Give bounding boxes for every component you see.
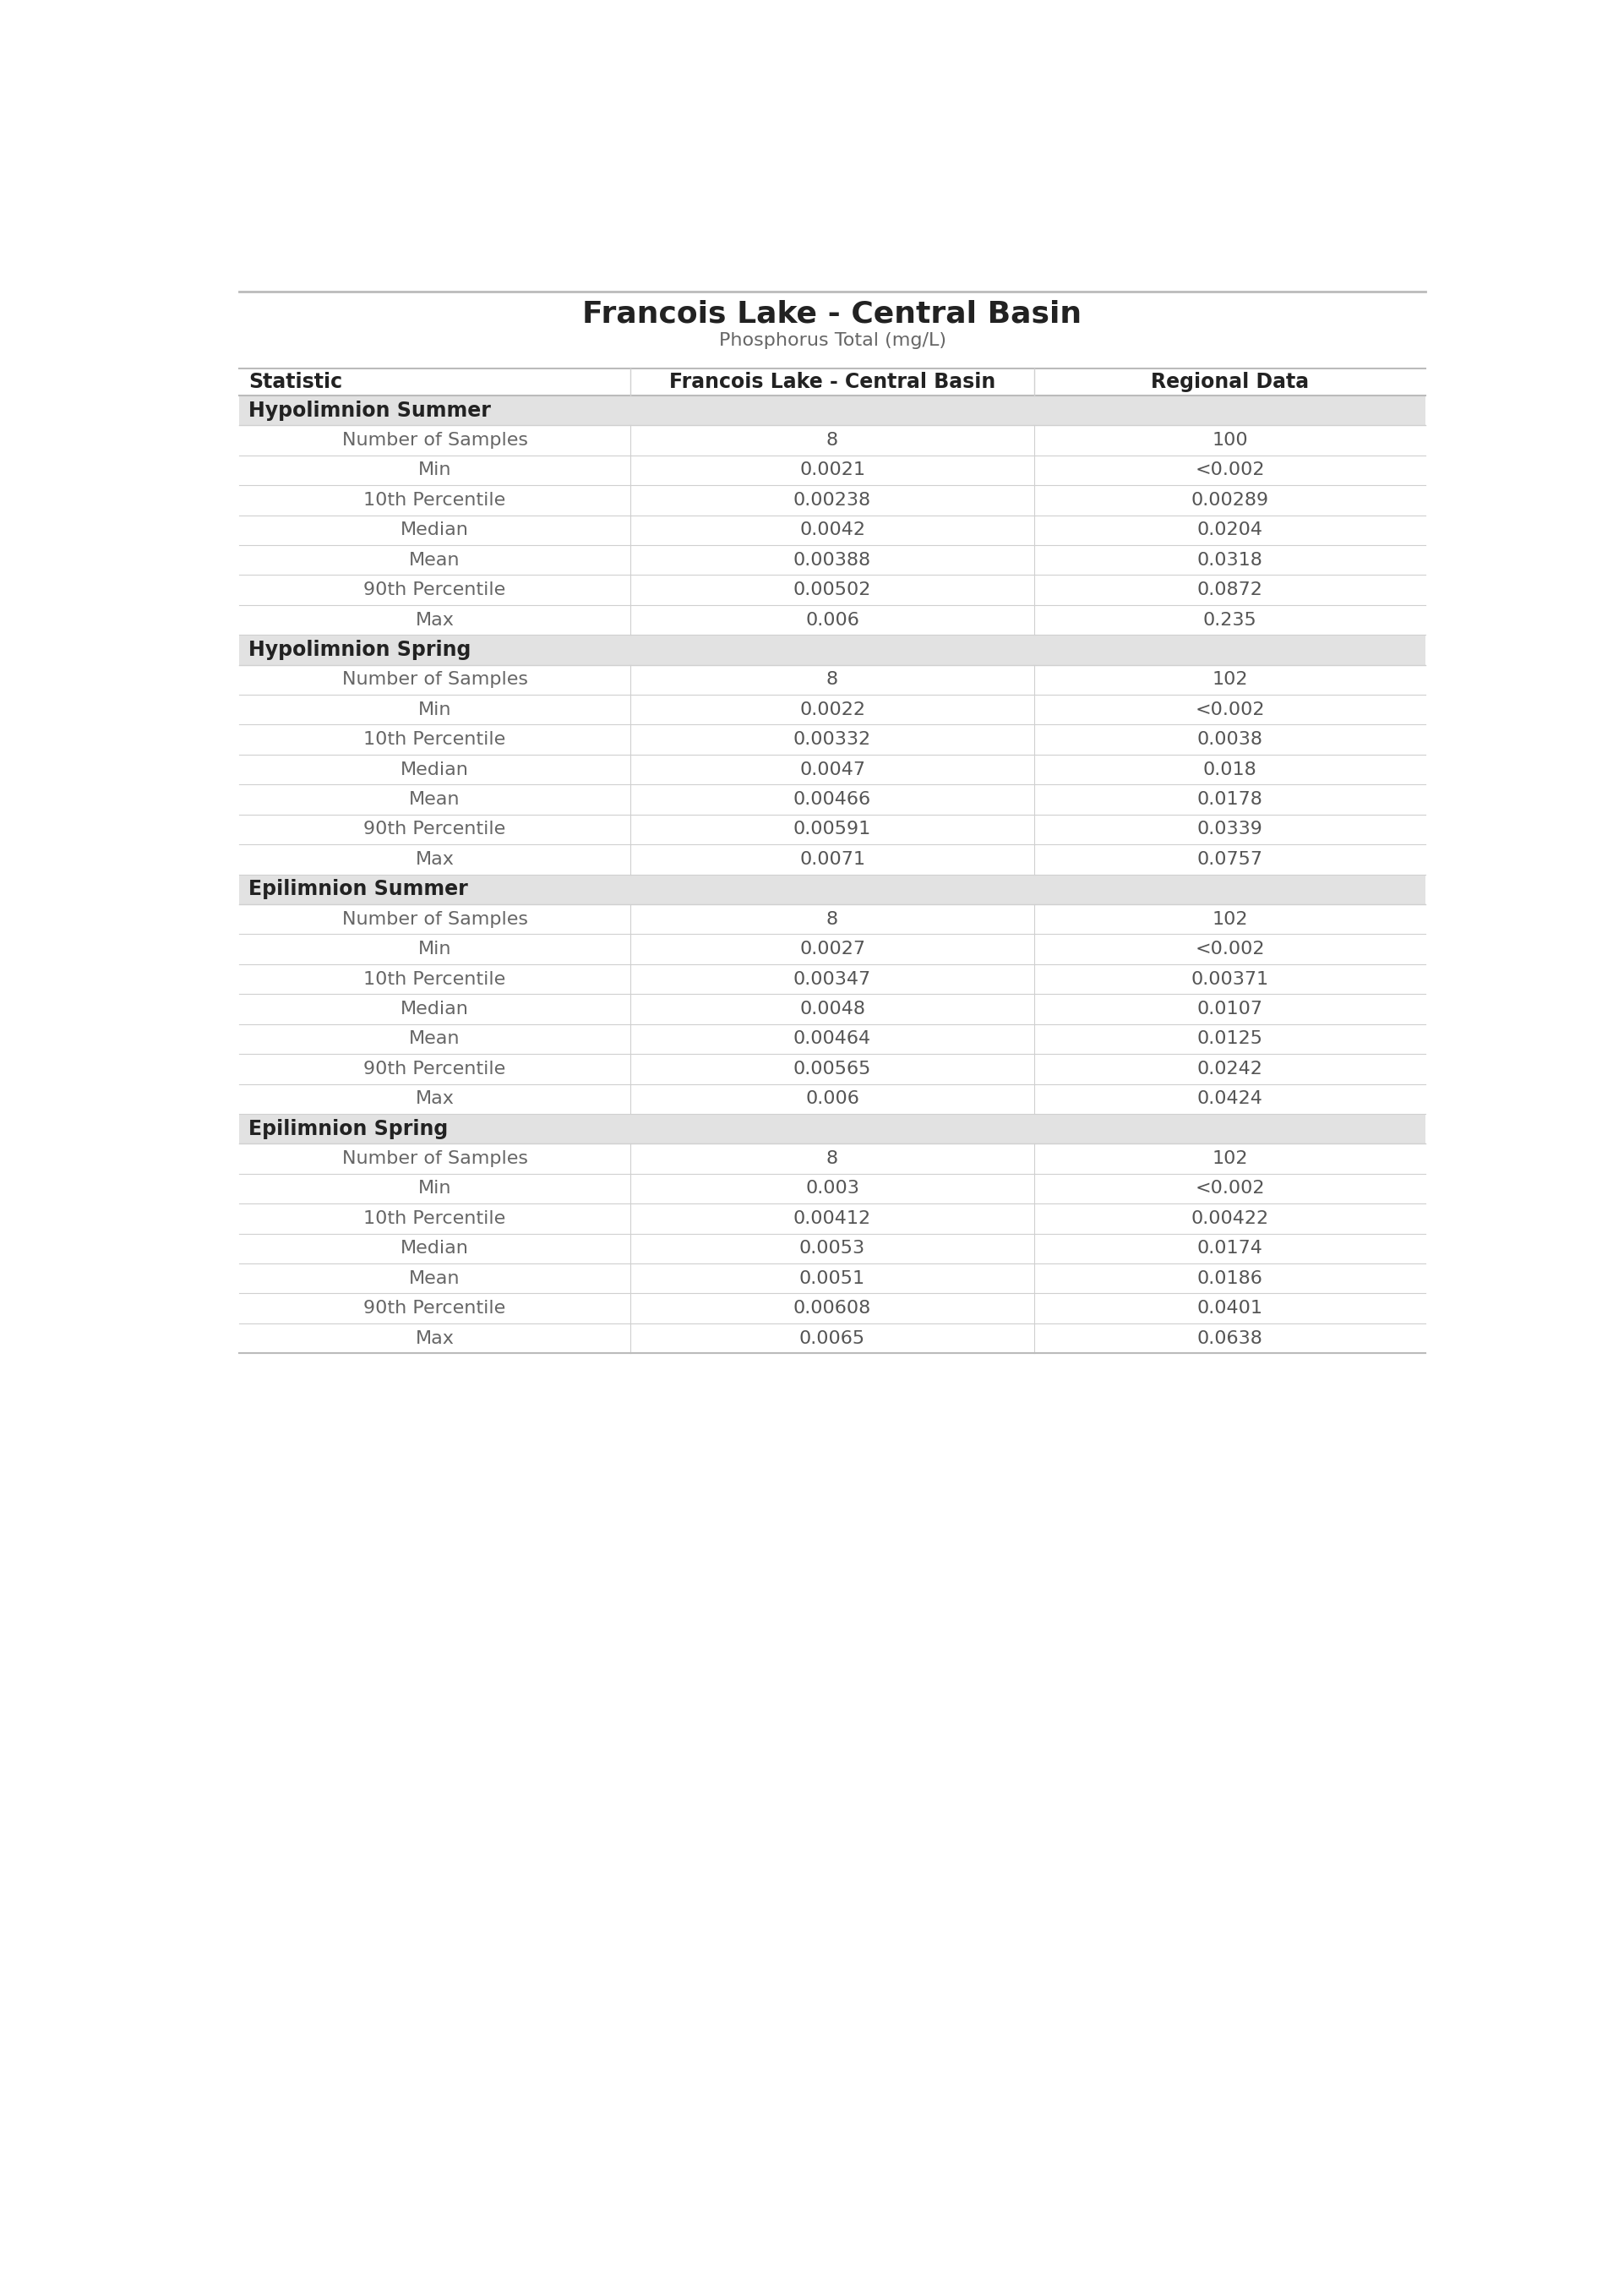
Text: 0.0424: 0.0424 [1197, 1090, 1263, 1108]
Text: 0.0071: 0.0071 [799, 851, 866, 867]
Text: 0.0047: 0.0047 [799, 760, 866, 779]
Text: 10th Percentile: 10th Percentile [364, 493, 507, 508]
Text: 8: 8 [827, 1151, 838, 1167]
Text: Number of Samples: Number of Samples [343, 431, 528, 449]
Bar [239, 395, 1426, 424]
Text: Epilimnion Spring: Epilimnion Spring [248, 1119, 448, 1140]
Text: 0.0204: 0.0204 [1197, 522, 1263, 538]
Text: 102: 102 [1212, 672, 1247, 688]
Text: 90th Percentile: 90th Percentile [364, 822, 507, 838]
Text: 0.0638: 0.0638 [1197, 1330, 1263, 1346]
Text: <0.002: <0.002 [1195, 940, 1265, 958]
Text: 8: 8 [827, 672, 838, 688]
Text: 0.0401: 0.0401 [1197, 1301, 1263, 1317]
Text: Max: Max [416, 1090, 455, 1108]
Text: 0.235: 0.235 [1203, 611, 1257, 629]
Text: 102: 102 [1212, 1151, 1247, 1167]
Text: 0.00371: 0.00371 [1190, 972, 1268, 987]
Text: 0.0065: 0.0065 [799, 1330, 866, 1346]
Text: Hypolimnion Spring: Hypolimnion Spring [248, 640, 471, 661]
Text: Epilimnion Summer: Epilimnion Summer [248, 878, 468, 899]
Text: 0.006: 0.006 [806, 611, 859, 629]
Text: 0.00422: 0.00422 [1190, 1210, 1268, 1228]
Text: 90th Percentile: 90th Percentile [364, 581, 507, 599]
Text: 0.0042: 0.0042 [799, 522, 866, 538]
Text: Regional Data: Regional Data [1151, 372, 1309, 393]
Text: 0.00289: 0.00289 [1190, 493, 1268, 508]
Bar [239, 1115, 1426, 1144]
Text: Number of Samples: Number of Samples [343, 910, 528, 928]
Text: Phosphorus Total (mg/L): Phosphorus Total (mg/L) [719, 331, 945, 350]
Text: 0.00565: 0.00565 [793, 1060, 872, 1078]
Text: 10th Percentile: 10th Percentile [364, 972, 507, 987]
Text: 8: 8 [827, 910, 838, 928]
Text: 0.0318: 0.0318 [1197, 552, 1263, 568]
Text: Median: Median [401, 760, 469, 779]
Text: 10th Percentile: 10th Percentile [364, 1210, 507, 1228]
Text: 0.003: 0.003 [806, 1180, 859, 1196]
Text: 0.018: 0.018 [1203, 760, 1257, 779]
Text: Francois Lake - Central Basin: Francois Lake - Central Basin [583, 300, 1082, 329]
Text: <0.002: <0.002 [1195, 1180, 1265, 1196]
Text: 0.0242: 0.0242 [1197, 1060, 1263, 1078]
Text: Median: Median [401, 1239, 469, 1258]
Text: Min: Min [417, 940, 451, 958]
Text: Min: Min [417, 461, 451, 479]
Bar [239, 636, 1426, 665]
Text: 0.0178: 0.0178 [1197, 790, 1263, 808]
Text: 0.00591: 0.00591 [794, 822, 870, 838]
Text: 0.0107: 0.0107 [1197, 1001, 1263, 1017]
Text: Max: Max [416, 611, 455, 629]
Text: 100: 100 [1212, 431, 1247, 449]
Text: <0.002: <0.002 [1195, 701, 1265, 717]
Text: Number of Samples: Number of Samples [343, 672, 528, 688]
Text: <0.002: <0.002 [1195, 461, 1265, 479]
Text: 0.0872: 0.0872 [1197, 581, 1263, 599]
Text: 0.0053: 0.0053 [799, 1239, 866, 1258]
Text: 0.00412: 0.00412 [794, 1210, 870, 1228]
Text: 0.0048: 0.0048 [799, 1001, 866, 1017]
Text: Mean: Mean [409, 1269, 460, 1287]
Text: 0.00502: 0.00502 [793, 581, 872, 599]
Text: Hypolimnion Summer: Hypolimnion Summer [248, 400, 490, 420]
Text: 10th Percentile: 10th Percentile [364, 731, 507, 749]
Text: 0.00608: 0.00608 [794, 1301, 870, 1317]
Text: 0.0174: 0.0174 [1197, 1239, 1263, 1258]
Text: 90th Percentile: 90th Percentile [364, 1060, 507, 1078]
Text: 102: 102 [1212, 910, 1247, 928]
Text: 0.0038: 0.0038 [1197, 731, 1263, 749]
Text: 0.0027: 0.0027 [799, 940, 866, 958]
Text: 0.0186: 0.0186 [1197, 1269, 1263, 1287]
Text: 0.00388: 0.00388 [794, 552, 870, 568]
Text: 0.0051: 0.0051 [799, 1269, 866, 1287]
Bar [239, 874, 1426, 903]
Text: Max: Max [416, 1330, 455, 1346]
Text: Mean: Mean [409, 552, 460, 568]
Text: Min: Min [417, 701, 451, 717]
Text: Median: Median [401, 522, 469, 538]
Text: Median: Median [401, 1001, 469, 1017]
Text: Statistic: Statistic [248, 372, 343, 393]
Text: 0.0022: 0.0022 [799, 701, 866, 717]
Text: 0.006: 0.006 [806, 1090, 859, 1108]
Text: 0.0021: 0.0021 [799, 461, 866, 479]
Text: 90th Percentile: 90th Percentile [364, 1301, 507, 1317]
Text: 0.0125: 0.0125 [1197, 1031, 1263, 1046]
Text: Max: Max [416, 851, 455, 867]
Text: 0.00464: 0.00464 [794, 1031, 870, 1046]
Text: 0.0339: 0.0339 [1197, 822, 1263, 838]
Text: 0.00347: 0.00347 [794, 972, 870, 987]
Text: 0.00332: 0.00332 [794, 731, 870, 749]
Text: Min: Min [417, 1180, 451, 1196]
Text: 8: 8 [827, 431, 838, 449]
Text: Mean: Mean [409, 1031, 460, 1046]
Text: Mean: Mean [409, 790, 460, 808]
Text: 0.00466: 0.00466 [794, 790, 870, 808]
Text: Number of Samples: Number of Samples [343, 1151, 528, 1167]
Text: 0.00238: 0.00238 [794, 493, 870, 508]
Text: Francois Lake - Central Basin: Francois Lake - Central Basin [669, 372, 996, 393]
Text: 0.0757: 0.0757 [1197, 851, 1263, 867]
